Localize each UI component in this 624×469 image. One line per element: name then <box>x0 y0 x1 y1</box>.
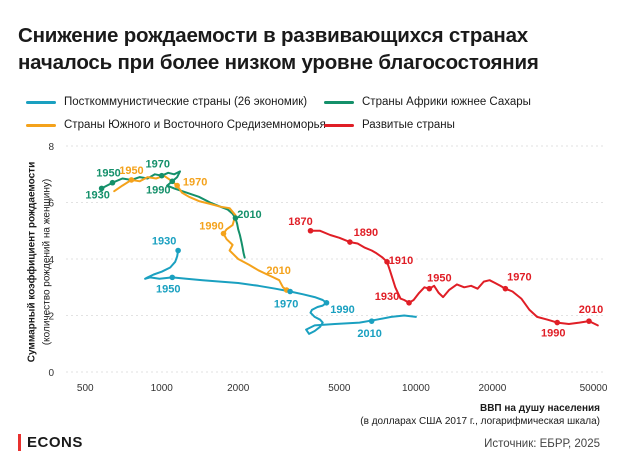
year-label: 1990 <box>146 184 170 196</box>
year-marker <box>175 247 181 254</box>
legend-item-postcommunist: Посткоммунистические страны (26 экономик… <box>26 96 307 108</box>
legend-label: Страны Африки южнее Сахары <box>362 96 531 108</box>
y-tick-label: 2 <box>48 312 54 323</box>
year-marker <box>169 178 176 185</box>
year-marker <box>502 285 509 292</box>
logo-bar <box>18 434 21 451</box>
year-marker <box>98 185 105 192</box>
year-marker <box>554 319 561 326</box>
year-label: 1950 <box>427 273 451 285</box>
year-marker <box>169 274 176 281</box>
page-title: Снижение рождаемости в развивающихся стр… <box>18 24 539 74</box>
year-marker <box>347 239 353 245</box>
year-label: 1990 <box>541 328 565 340</box>
year-label: 2010 <box>357 328 381 340</box>
year-marker <box>426 285 433 292</box>
year-marker <box>287 288 293 295</box>
year-marker <box>307 227 314 234</box>
year-marker <box>220 230 227 237</box>
year-marker <box>174 182 180 189</box>
x-tick-label: 5000 <box>328 383 351 394</box>
year-label: 1910 <box>389 255 413 267</box>
legend-swatch <box>324 123 354 127</box>
year-label: 1930 <box>152 236 176 248</box>
legend-label: Развитые страны <box>362 119 455 131</box>
year-label: 1930 <box>375 291 399 303</box>
legend-item-developed: Развитые страны <box>324 119 455 131</box>
year-label: 1950 <box>96 168 120 180</box>
y-tick-label: 8 <box>48 142 54 153</box>
year-label: 1950 <box>156 283 180 295</box>
year-marker <box>158 172 165 179</box>
year-marker <box>384 259 390 265</box>
year-label: 1870 <box>288 216 312 228</box>
series-line <box>144 249 417 335</box>
legend-item-mediterranean: Страны Южного и Восточного Средиземномор… <box>26 119 326 131</box>
year-label: 1970 <box>507 272 531 284</box>
x-axis-title: ВВП на душу населения <box>479 403 600 414</box>
x-tick-label: 500 <box>77 383 94 394</box>
y-tick-label: 6 <box>48 199 54 210</box>
year-marker <box>368 318 375 324</box>
y-tick-label: 4 <box>48 255 54 266</box>
x-axis-subtitle: (в долларах США 2017 г., логарифмическая… <box>360 416 600 427</box>
legend-swatch <box>324 100 354 104</box>
year-marker <box>109 179 116 186</box>
legend-swatch <box>26 123 56 127</box>
year-label: 1970 <box>274 298 298 310</box>
source-note: Источник: ЕБРР, 2025 <box>484 438 600 450</box>
year-label: 1990 <box>330 304 354 316</box>
legend-label: Страны Южного и Восточного Средиземномор… <box>64 119 326 131</box>
year-label: 1990 <box>199 221 223 233</box>
series-line <box>309 229 599 327</box>
brand-logo: ECONS <box>18 434 83 451</box>
year-label: 2010 <box>237 209 261 221</box>
year-label: 2010 <box>579 304 603 316</box>
series-line <box>113 174 292 294</box>
year-label: 2010 <box>266 265 290 277</box>
x-tick-label: 20000 <box>478 383 506 394</box>
x-tick-label: 2000 <box>227 383 250 394</box>
x-tick-label: 50000 <box>580 383 608 394</box>
year-label: 1930 <box>85 189 109 201</box>
legend-swatch <box>26 100 56 104</box>
year-label: 1890 <box>354 227 378 239</box>
year-marker <box>232 215 239 221</box>
year-label: 1970 <box>183 177 207 189</box>
x-tick-label: 1000 <box>151 383 174 394</box>
year-marker <box>586 318 592 324</box>
logo-text: ECONS <box>27 434 83 451</box>
year-label: 1950 <box>119 165 143 177</box>
year-marker <box>406 299 412 306</box>
legend-item-africa: Страны Африки южнее Сахары <box>324 96 531 108</box>
y-tick-label: 0 <box>48 368 54 379</box>
x-tick-label: 10000 <box>402 383 430 394</box>
year-marker <box>128 177 135 183</box>
year-label: 1970 <box>145 159 169 171</box>
year-marker <box>323 299 330 306</box>
legend-label: Посткоммунистические страны (26 экономик… <box>64 96 308 108</box>
